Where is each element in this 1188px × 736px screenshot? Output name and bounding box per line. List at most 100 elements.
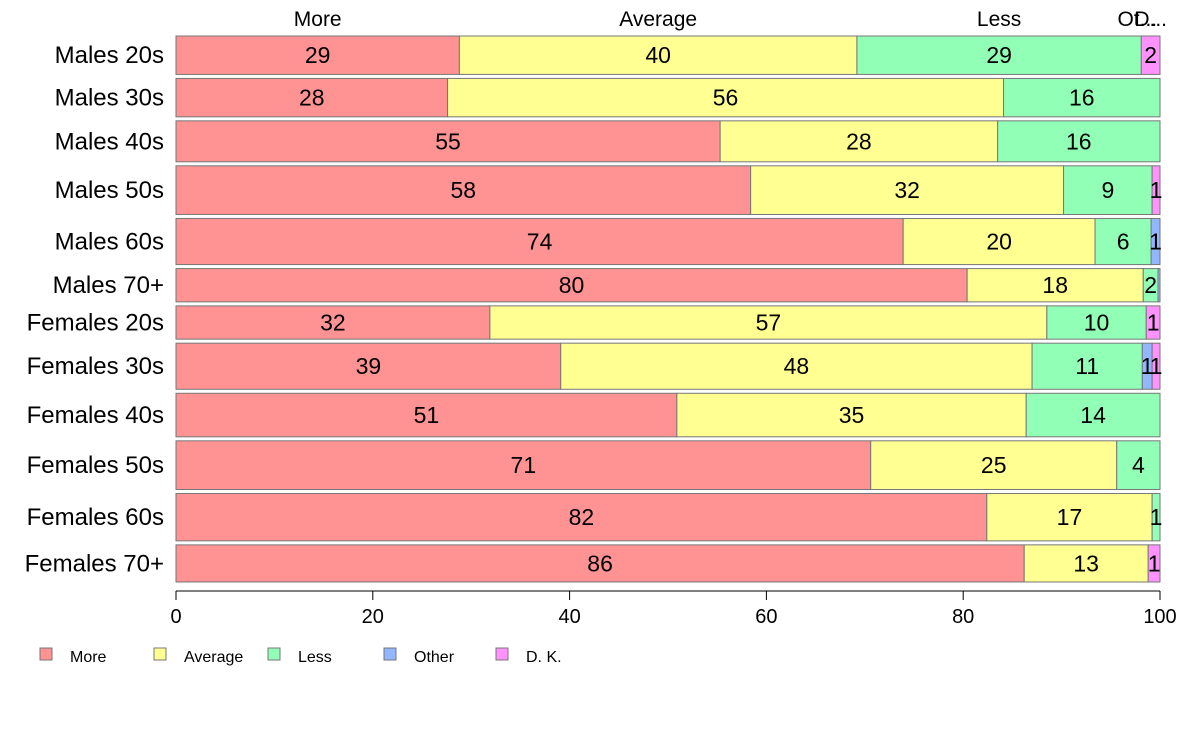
bar-males-30s-more: [175, 77, 449, 118]
value-label-males-30s-average: 56: [713, 85, 739, 111]
bar-females-20s-d-k: [1145, 305, 1161, 340]
legend-label-other: Other: [414, 649, 455, 666]
value-label-males-60s-more: 74: [527, 229, 553, 255]
value-label-males-60s-less: 6: [1117, 229, 1130, 255]
x-tick-label-100: 100: [1143, 606, 1176, 628]
x-tick-label-0: 0: [170, 606, 181, 628]
x-axis: 0 20 40 60 80 100: [170, 590, 1177, 628]
bar-females-60s-average: [986, 492, 1153, 542]
value-label-females-70-d-k: 1: [1148, 550, 1161, 576]
row-label-females-40s: Females 40s: [27, 402, 164, 429]
row-label-males-40s: Males 40s: [55, 128, 164, 155]
bar-females-70-average: [1023, 544, 1149, 583]
value-label-females-30s-other: 1: [1141, 353, 1154, 379]
value-label-males-50s-d-k: 1: [1150, 177, 1163, 203]
row-label-females-70: Females 70+: [25, 550, 164, 577]
bar-females-30s-less: [1031, 342, 1143, 390]
bar-females-50s-more: [175, 440, 872, 490]
bar-males-70-average: [966, 268, 1144, 303]
bar-females-30s-more: [175, 342, 562, 390]
value-label-males-50s-less: 9: [1101, 177, 1114, 203]
bar-males-60s-other: [1150, 217, 1161, 266]
value-label-females-70-more: 86: [587, 550, 613, 576]
bar-females-60s-less: [1151, 492, 1161, 542]
row-label-males-30s: Males 30s: [55, 85, 164, 112]
row-label-females-60s: Females 60s: [27, 504, 164, 531]
bar-females-50s-less: [1116, 440, 1161, 490]
row-label-females-50s: Females 50s: [27, 452, 164, 479]
value-label-females-50s-more: 71: [511, 452, 537, 478]
bar-males-20s-less: [856, 35, 1142, 75]
x-tick-label-20: 20: [362, 606, 384, 628]
bar-males-30s-less: [1003, 77, 1161, 118]
bar-females-30s-average: [560, 342, 1033, 390]
legend-swatch-less: [267, 647, 281, 661]
value-label-females-60s-average: 17: [1057, 504, 1083, 530]
bar-males-70-other: [1157, 268, 1161, 303]
value-label-males-30s-less: 16: [1069, 85, 1095, 111]
value-label-males-20s-average: 40: [645, 42, 671, 68]
bar-females-20s-more: [175, 305, 491, 340]
bar-females-40s-average: [676, 392, 1027, 438]
value-label-males-20s-more: 29: [305, 42, 331, 68]
value-label-females-30s-average: 48: [784, 353, 810, 379]
row-label-females-30s: Females 30s: [27, 353, 164, 380]
value-label-males-50s-more: 58: [451, 177, 477, 203]
top-label-other: Ot...: [1117, 8, 1157, 31]
legend-swatch-d-k: [495, 647, 509, 661]
bar-males-20s-d-k: [1140, 35, 1161, 75]
bar-males-50s-average: [750, 165, 1065, 215]
value-label-males-40s-less: 16: [1066, 128, 1092, 154]
bar-females-30s-d-k: [1151, 342, 1161, 390]
legend: More Average Less Other D. K.: [39, 647, 562, 666]
row-label-males-70: Males 70+: [53, 272, 164, 299]
top-label-less: Less: [977, 8, 1021, 31]
value-label-males-40s-average: 28: [846, 128, 872, 154]
legend-label-more: More: [70, 649, 107, 666]
bar-males-70-more: [175, 268, 968, 303]
value-label-males-30s-more: 28: [299, 85, 325, 111]
value-label-females-50s-average: 25: [981, 452, 1007, 478]
value-label-females-60s-less: 1: [1150, 504, 1163, 530]
bar-males-40s-more: [175, 120, 721, 163]
top-label-average: Average: [619, 8, 697, 31]
x-tick-label-40: 40: [558, 606, 580, 628]
bar-males-60s-average: [902, 217, 1096, 266]
value-label-males-70-more: 80: [559, 272, 585, 298]
value-label-females-40s-average: 35: [839, 402, 865, 428]
value-label-males-20s-less: 29: [986, 42, 1012, 68]
top-label-more: More: [294, 8, 342, 31]
bar-females-70-d-k: [1147, 544, 1161, 583]
value-label-females-30s-more: 39: [356, 353, 382, 379]
legend-swatch-average: [153, 647, 167, 661]
bar-females-20s-less: [1046, 305, 1147, 340]
legend-label-average: Average: [184, 649, 243, 666]
bar-males-50s-more: [175, 165, 752, 215]
bar-females-70-more: [175, 544, 1025, 583]
row-labels: Males 20s Males 30s Males 40s Males 50s Male…: [25, 42, 164, 577]
row-label-females-20s: Females 20s: [27, 310, 164, 337]
value-label-females-40s-less: 14: [1080, 402, 1106, 428]
legend-swatch-other: [383, 647, 397, 661]
bar-males-50s-d-k: [1151, 165, 1161, 215]
bar-males-40s-less: [997, 120, 1161, 163]
value-label-males-70-less: 2: [1144, 272, 1157, 298]
value-label-females-70-average: 13: [1073, 550, 1099, 576]
bar-females-40s-less: [1025, 392, 1161, 438]
bar-females-60s-more: [175, 492, 988, 542]
bar-males-50s-less: [1063, 165, 1153, 215]
value-label-males-60s-average: 20: [986, 229, 1012, 255]
value-label-females-20s-d-k: 1: [1147, 310, 1160, 336]
value-label-females-30s-less: 11: [1075, 353, 1099, 379]
value-label-males-70-average: 18: [1042, 272, 1068, 298]
row-label-males-20s: Males 20s: [55, 42, 164, 69]
value-label-females-20s-more: 32: [320, 310, 346, 336]
x-tick-label-60: 60: [755, 606, 777, 628]
value-label-females-40s-more: 51: [414, 402, 440, 428]
value-label-females-50s-less: 4: [1132, 452, 1145, 478]
value-label-females-20s-less: 10: [1084, 310, 1110, 336]
bar-males-20s-average: [458, 35, 858, 75]
top-labels: More Average Less Ot...D...: [294, 8, 1167, 31]
bar-females-20s-average: [489, 305, 1048, 340]
